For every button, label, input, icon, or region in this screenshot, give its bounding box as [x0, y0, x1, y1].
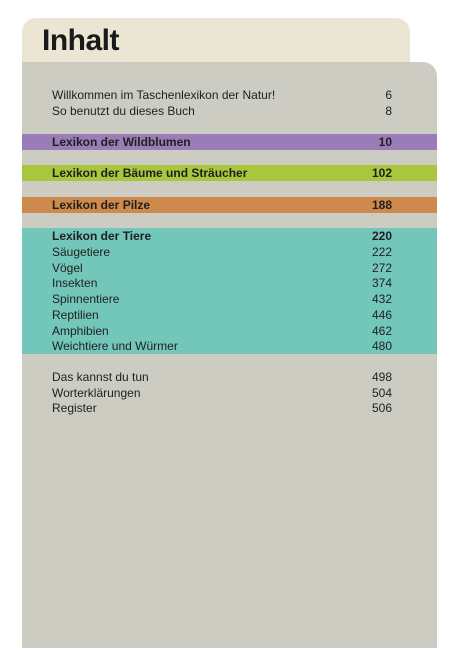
- toc-entry: Lexikon der Bäume und Sträucher 102: [52, 165, 392, 181]
- page-number: 272: [371, 260, 392, 275]
- toc-entry: Spinnentiere 432: [52, 291, 392, 307]
- entry-title: Spinnentiere: [52, 292, 120, 307]
- entry-title: Säugetiere: [52, 245, 111, 259]
- toc-entry: Lexikon der Wildblumen 10: [52, 134, 392, 150]
- toc-entry: Das kannst du tun 498: [52, 369, 392, 385]
- toc-entry: Vögel 272: [52, 260, 392, 276]
- entry-title: Weichtiere und Würmer: [52, 339, 178, 354]
- page-number: 8: [385, 103, 392, 118]
- entry-title: Lexikon der Pilze: [52, 198, 151, 212]
- entry-title: Amphibien: [52, 323, 109, 338]
- page-number: 480: [371, 339, 392, 354]
- page-number: 6: [385, 88, 392, 102]
- toc-entry: Reptilien 446: [52, 307, 392, 323]
- entry-title: Register: [52, 401, 97, 416]
- page-number: 10: [378, 135, 392, 149]
- page-number: 446: [371, 307, 392, 322]
- toc-entry: Worterklärungen 504: [52, 385, 392, 401]
- page-number: 102: [371, 166, 392, 180]
- toc-entry: Amphibien 462: [52, 323, 392, 339]
- page-number: 188: [371, 198, 392, 212]
- entry-title: So benutzt du dieses Buch: [52, 103, 195, 118]
- toc-entry: So benutzt du dieses Buch 8: [52, 103, 392, 119]
- page-number: 222: [371, 245, 392, 259]
- band: [22, 228, 437, 354]
- title: Inhalt: [42, 24, 120, 57]
- entry-title: Lexikon der Wildblumen: [52, 135, 191, 149]
- entry-title: Reptilien: [52, 307, 99, 322]
- entry-title: Insekten: [52, 276, 98, 291]
- entry-title: Vögel: [52, 260, 83, 275]
- toc-entry: Säugetiere 222: [52, 244, 392, 260]
- page-number: 374: [371, 276, 392, 291]
- entry-title: Lexikon der Bäume und Sträucher: [52, 166, 248, 180]
- toc-entry: Lexikon der Tiere 220: [52, 228, 392, 244]
- toc-entry: Willkommen im Taschenlexikon der Natur! 6: [52, 87, 392, 103]
- entry-title: Worterklärungen: [52, 385, 141, 400]
- page-number: 506: [371, 401, 392, 416]
- toc-entry: Weichtiere und Würmer 480: [52, 338, 392, 354]
- page-number: 462: [371, 323, 392, 338]
- entry-title: Das kannst du tun: [52, 370, 149, 384]
- band: [22, 197, 437, 213]
- page-number: 504: [371, 385, 392, 400]
- page-number: 498: [371, 370, 392, 384]
- band: [22, 165, 437, 181]
- toc-entry: Insekten 374: [52, 275, 392, 291]
- entry-title: Lexikon der Tiere: [52, 229, 152, 243]
- toc-entry: Register 506: [52, 400, 392, 416]
- band: [22, 134, 437, 150]
- page-number: 220: [371, 229, 392, 243]
- entry-title: Willkommen im Taschenlexikon der Natur!: [52, 88, 276, 102]
- toc-entry: Lexikon der Pilze 188: [52, 197, 392, 213]
- page-number: 432: [371, 292, 392, 307]
- card: [22, 62, 437, 648]
